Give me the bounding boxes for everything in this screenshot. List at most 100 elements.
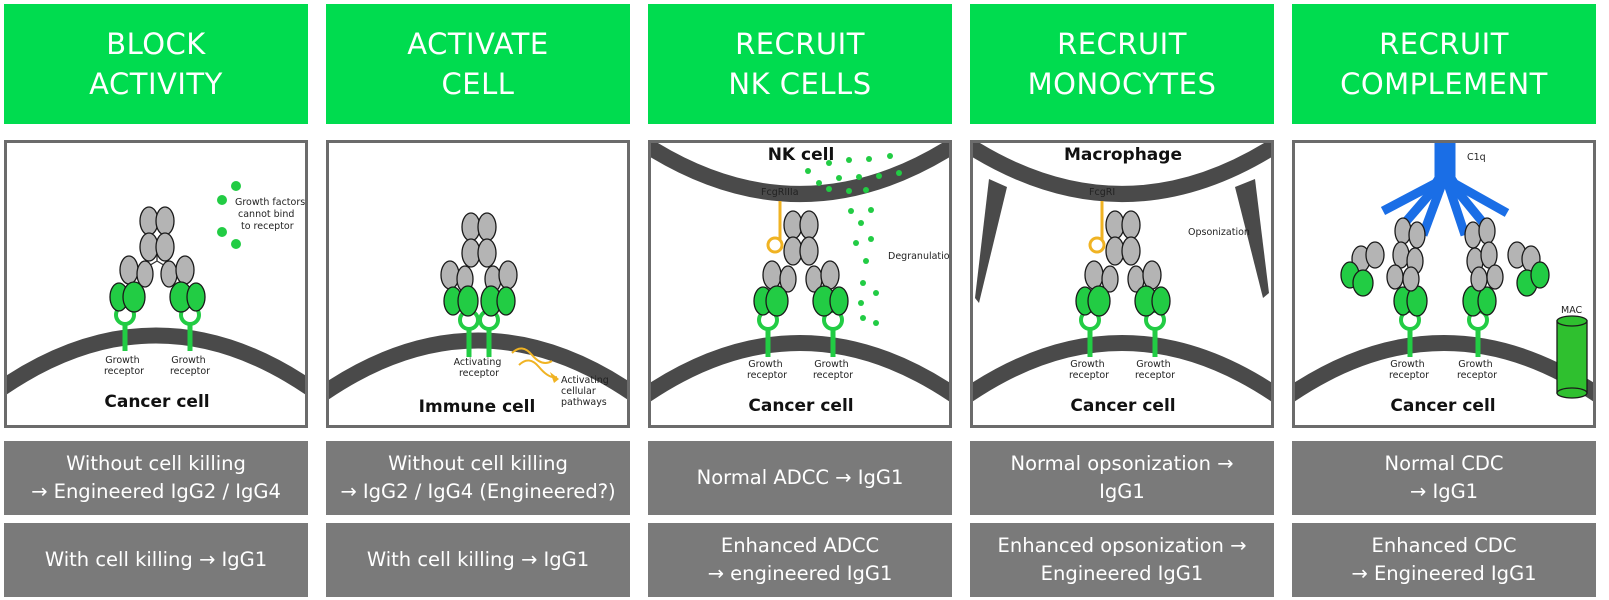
signal-wave-icon (511, 347, 553, 364)
recruit-nk-diagram: NK cell FcgRIIIa Degranulation Growth re… (651, 143, 949, 416)
outcome-box-primary: Without cell killing → IgG2 / IgG4 (Engi… (326, 441, 630, 515)
recruit-complement-diagram: C1q MAC Growth receptor Growth receptor … (1295, 143, 1593, 416)
column-recruit-monocytes: RECRUIT MONOCYTES (970, 0, 1274, 600)
outcome-line: IgG1 (1099, 480, 1145, 503)
macrophage-membrane (973, 143, 1271, 202)
receptor-label: Growth receptor (1389, 359, 1429, 381)
outcome-line: Enhanced ADCC (720, 534, 880, 557)
receptor-label: Growth receptor (747, 359, 787, 381)
receptor-label: Growth receptor (1069, 359, 1109, 381)
receptor-label: Activating receptor (454, 357, 505, 379)
column-header: RECRUIT COMPLEMENT (1292, 4, 1596, 124)
cell-label: Cancer cell (1070, 396, 1175, 416)
outcome-box-secondary: With cell killing → IgG1 (4, 523, 308, 597)
outcome-line: → Engineered IgG1 (1351, 562, 1537, 585)
cell-label: Immune cell (419, 397, 536, 417)
outcome-box-primary: Without cell killing → Engineered IgG2 /… (4, 441, 308, 515)
antibody (1340, 217, 1428, 317)
outcome-line: → IgG1 (1409, 480, 1479, 503)
growth-factor (217, 227, 227, 237)
header-line-2: MONOCYTES (1027, 67, 1217, 101)
header-line-1: RECRUIT (1379, 27, 1509, 61)
macrophage-label: Macrophage (1064, 145, 1182, 165)
degranulation-granules (805, 153, 902, 326)
growth-factor-note: Growth factors cannot bind to receptor (235, 197, 305, 232)
mac-label: MAC (1561, 305, 1583, 316)
degranulation-label: Degranulation (888, 251, 949, 262)
fc-receptor (1088, 236, 1106, 254)
arrowhead-icon (550, 372, 559, 383)
c1q-label: C1q (1467, 152, 1486, 163)
antibody (440, 212, 518, 317)
column-activate-cell: ACTIVATE CELL (326, 0, 630, 600)
diagram-panel: Activating receptor Activating cellular … (326, 140, 630, 428)
receptor-label: Growth receptor (813, 359, 853, 381)
outcome-box-secondary: Enhanced CDC → Engineered IgG1 (1292, 523, 1596, 597)
nk-cell-label: NK cell (768, 145, 835, 165)
outcome-line: Enhanced CDC (1371, 534, 1517, 557)
outcome-line: Enhanced opsonization → (997, 534, 1247, 557)
macrophage-pseudopod (1235, 179, 1269, 298)
receptor-label: Growth receptor (1135, 359, 1175, 381)
diagram-panel: Macrophage FcgRI Opsonization Growth rec… (970, 140, 1274, 428)
c1q-icon (1380, 143, 1510, 237)
column-header: ACTIVATE CELL (326, 4, 630, 124)
receptor-label: Growth receptor (1457, 359, 1497, 381)
macrophage-pseudopod (975, 179, 1007, 303)
outcome-box-primary: Normal opsonization → IgG1 (970, 441, 1274, 515)
growth-factor (231, 181, 241, 191)
outcome-box-secondary: Enhanced opsonization → Engineered IgG1 (970, 523, 1274, 597)
header-line-1: RECRUIT (1057, 27, 1187, 61)
outcome-line: Normal opsonization → (1010, 452, 1234, 475)
opsonization-label: Opsonization (1188, 227, 1250, 238)
block-activity-diagram: Growth factors cannot bind to receptor G… (7, 181, 305, 412)
outcome-box-primary: Normal ADCC → IgG1 (648, 441, 952, 515)
outcome-line: Engineered IgG1 (1040, 562, 1204, 585)
outcome-box-secondary: Enhanced ADCC → engineered IgG1 (648, 523, 952, 597)
fc-receptor-label: FcgRIIIa (761, 187, 799, 198)
diagram-panel: Growth factors cannot bind to receptor G… (4, 140, 308, 428)
outcome-line: → Engineered IgG2 / IgG4 (31, 480, 281, 503)
activate-cell-diagram: Activating receptor Activating cellular … (329, 212, 627, 417)
header-line-1: RECRUIT (735, 27, 865, 61)
diagram-panel: C1q MAC Growth receptor Growth receptor … (1292, 140, 1596, 428)
outcome-line: Without cell killing (66, 452, 246, 475)
nk-cell-membrane (651, 143, 949, 202)
receptor-label: Growth receptor (104, 355, 144, 377)
outcome-box-primary: Normal CDC → IgG1 (1292, 441, 1596, 515)
growth-factor (231, 239, 241, 249)
cell-label: Cancer cell (748, 396, 853, 416)
column-block-activity: BLOCK ACTIVITY (4, 0, 308, 600)
header-line-1: ACTIVATE (407, 27, 549, 61)
outcome-line: → IgG2 / IgG4 (Engineered?) (340, 480, 616, 503)
outcome-line: → engineered IgG1 (707, 562, 893, 585)
cell-membrane (1295, 335, 1593, 402)
header-line-1: BLOCK (106, 27, 206, 61)
cell-membrane (973, 335, 1271, 402)
recruit-monocytes-diagram: Macrophage FcgRI Opsonization Growth rec… (973, 143, 1271, 416)
column-recruit-nk-cells: RECRUIT NK CELLS (648, 0, 952, 600)
mac-pore-icon (1556, 315, 1588, 399)
column-header: BLOCK ACTIVITY (4, 4, 308, 124)
diagram-panel: NK cell FcgRIIIa Degranulation Growth re… (648, 140, 952, 428)
cell-membrane (7, 327, 305, 395)
header-line-2: NK CELLS (728, 67, 872, 101)
header-line-2: COMPLEMENT (1340, 67, 1548, 101)
antibody (753, 210, 849, 317)
outcome-line: With cell killing → IgG1 (366, 548, 590, 571)
outcome-box-secondary: With cell killing → IgG1 (326, 523, 630, 597)
column-recruit-complement: RECRUIT COMPLEMENT (1292, 0, 1596, 600)
header-line-2: ACTIVITY (89, 67, 223, 101)
column-header: RECRUIT NK CELLS (648, 4, 952, 124)
receptor-label: Growth receptor (170, 355, 210, 377)
fc-receptor (766, 236, 784, 254)
outcome-line: Normal ADCC → IgG1 (696, 466, 904, 489)
antibody (1075, 210, 1171, 317)
antibody (109, 206, 206, 313)
growth-factor (217, 195, 227, 205)
fc-receptor-label: FcgRI (1089, 187, 1115, 198)
pathway-label: Activating cellular pathways (561, 375, 612, 408)
outcome-line: Without cell killing (388, 452, 568, 475)
header-line-2: CELL (441, 67, 515, 101)
cell-label: Cancer cell (104, 392, 209, 412)
